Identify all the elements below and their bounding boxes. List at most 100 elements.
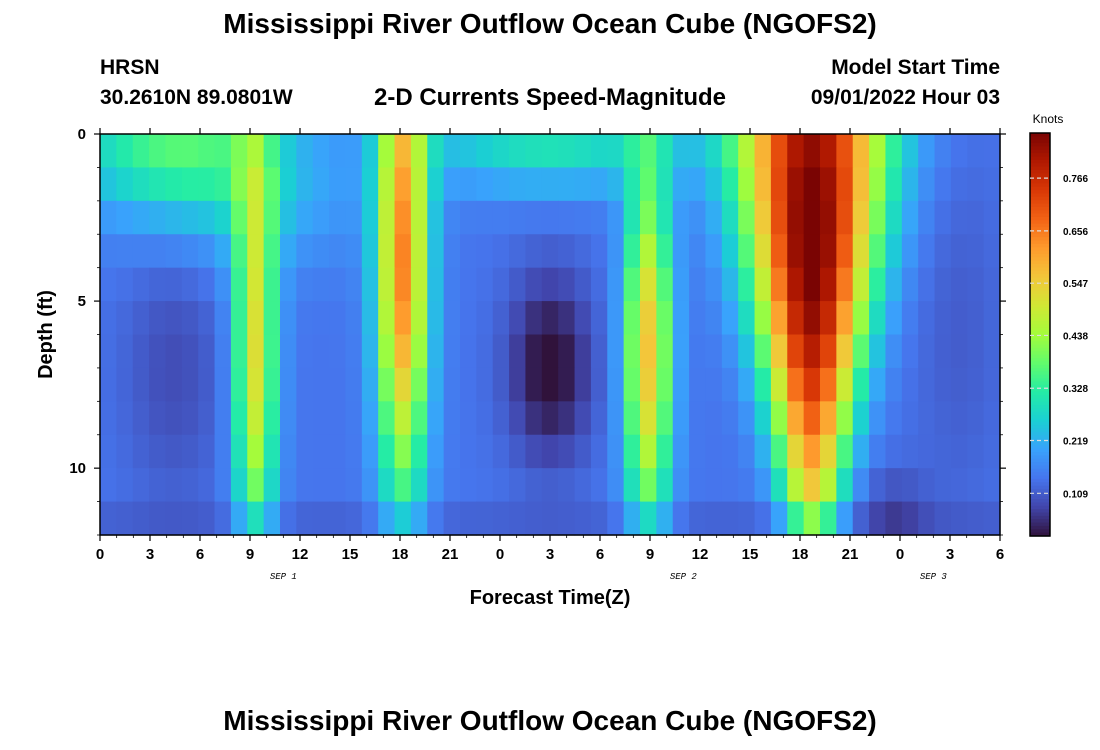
heatmap-cell	[525, 334, 543, 369]
colorbar-segment	[1030, 465, 1050, 470]
heatmap-cell	[558, 334, 576, 369]
heatmap-cell	[214, 301, 232, 336]
heatmap-cell	[558, 267, 576, 302]
heatmap-cell	[345, 234, 363, 269]
heatmap-cell	[689, 234, 707, 269]
heatmap-cell	[967, 334, 985, 369]
heatmap-cell	[607, 367, 625, 402]
heatmap-cell	[329, 167, 347, 202]
heatmap-cell	[247, 200, 265, 235]
heatmap-cell	[149, 234, 167, 269]
heatmap-cell	[312, 134, 330, 169]
heatmap-cell	[361, 267, 379, 302]
heatmap-cell	[443, 134, 461, 169]
heatmap-cell	[541, 434, 559, 469]
colorbar-segment	[1030, 243, 1050, 248]
heatmap-cell	[590, 334, 608, 369]
heatmap-cell	[656, 501, 674, 536]
heatmap-cell	[378, 301, 396, 336]
heatmap-cell	[836, 501, 854, 536]
heatmap-cell	[476, 134, 494, 169]
heatmap-cell	[329, 301, 347, 336]
model-start-value: 09/01/2022 Hour 03	[810, 86, 1000, 109]
heatmap-cell	[296, 501, 314, 536]
heatmap-cell	[705, 167, 723, 202]
heatmap-cell	[640, 134, 657, 169]
heatmap-cell	[869, 434, 887, 469]
heatmap-cell	[165, 267, 183, 302]
heatmap-cell	[672, 401, 690, 436]
x-tick-label: 0	[896, 546, 904, 563]
colorbar-segment	[1030, 317, 1050, 322]
heatmap-cell	[836, 267, 854, 302]
heatmap-cell	[754, 401, 772, 436]
heatmap-cell	[230, 301, 248, 336]
heatmap-cell	[394, 167, 412, 202]
heatmap-cell	[165, 334, 183, 369]
heatmap-cell	[541, 200, 559, 235]
heatmap-cell	[280, 468, 297, 503]
heatmap-cell	[852, 301, 870, 336]
heatmap-cell	[770, 167, 788, 202]
heatmap-cell	[607, 501, 625, 536]
heatmap-cell	[934, 167, 952, 202]
heatmap-cell	[934, 401, 952, 436]
heatmap-cell	[116, 134, 134, 169]
heatmap-cell	[934, 334, 952, 369]
heatmap-cell	[460, 267, 477, 302]
heatmap-cell	[280, 301, 297, 336]
heatmap-cell	[574, 501, 592, 536]
heatmap-cell	[623, 401, 641, 436]
colorbar-segment	[1030, 388, 1050, 393]
heatmap-cell	[983, 334, 1001, 369]
heatmap-cell	[116, 267, 134, 302]
heatmap-cell	[656, 401, 674, 436]
colorbar-segment	[1030, 287, 1050, 292]
heatmap-cell	[280, 501, 297, 536]
heatmap-cell	[263, 367, 281, 402]
colorbar-segment	[1030, 522, 1050, 527]
heatmap-cell	[541, 468, 559, 503]
heatmap-cell	[672, 200, 690, 235]
heatmap-cell	[967, 468, 985, 503]
heatmap-cell	[100, 501, 117, 536]
heatmap-cell	[541, 134, 559, 169]
heatmap-cell	[738, 468, 756, 503]
heatmap-cell	[869, 234, 887, 269]
heatmap-cell	[770, 234, 788, 269]
heatmap-cell	[967, 167, 985, 202]
heatmap-cell	[443, 334, 461, 369]
heatmap-cell	[296, 167, 314, 202]
heatmap-cell	[983, 468, 1001, 503]
heatmap-cell	[476, 267, 494, 302]
y-tick-label: 5	[78, 293, 86, 310]
colorbar-segment	[1030, 485, 1050, 490]
heatmap-cell	[836, 401, 854, 436]
colorbar-segment	[1030, 331, 1050, 336]
heatmap-cell	[312, 468, 330, 503]
colorbar-segment	[1030, 381, 1050, 386]
heatmap-cell	[689, 301, 707, 336]
heatmap-cell	[296, 134, 314, 169]
heatmap-cell	[263, 234, 281, 269]
heatmap-cell	[852, 200, 870, 235]
heatmap-cell	[820, 167, 837, 202]
colorbar-segment	[1030, 405, 1050, 409]
heatmap-cell	[934, 367, 952, 402]
heatmap-cell	[869, 468, 887, 503]
heatmap-cells	[100, 134, 1001, 536]
heatmap-cell	[280, 434, 297, 469]
x-tick-label: 9	[246, 546, 254, 563]
colorbar-segment	[1030, 274, 1050, 279]
colorbar-segment	[1030, 200, 1050, 205]
heatmap-cell	[492, 267, 510, 302]
colorbar-segment	[1030, 139, 1050, 144]
heatmap-cell	[460, 234, 477, 269]
heatmap-cell	[165, 367, 183, 402]
heatmap-cell	[803, 267, 821, 302]
heatmap-cell	[918, 167, 936, 202]
heatmap-cell	[476, 234, 494, 269]
heatmap-cell	[132, 267, 150, 302]
heatmap-cell	[329, 200, 347, 235]
heatmap-cell	[345, 167, 363, 202]
